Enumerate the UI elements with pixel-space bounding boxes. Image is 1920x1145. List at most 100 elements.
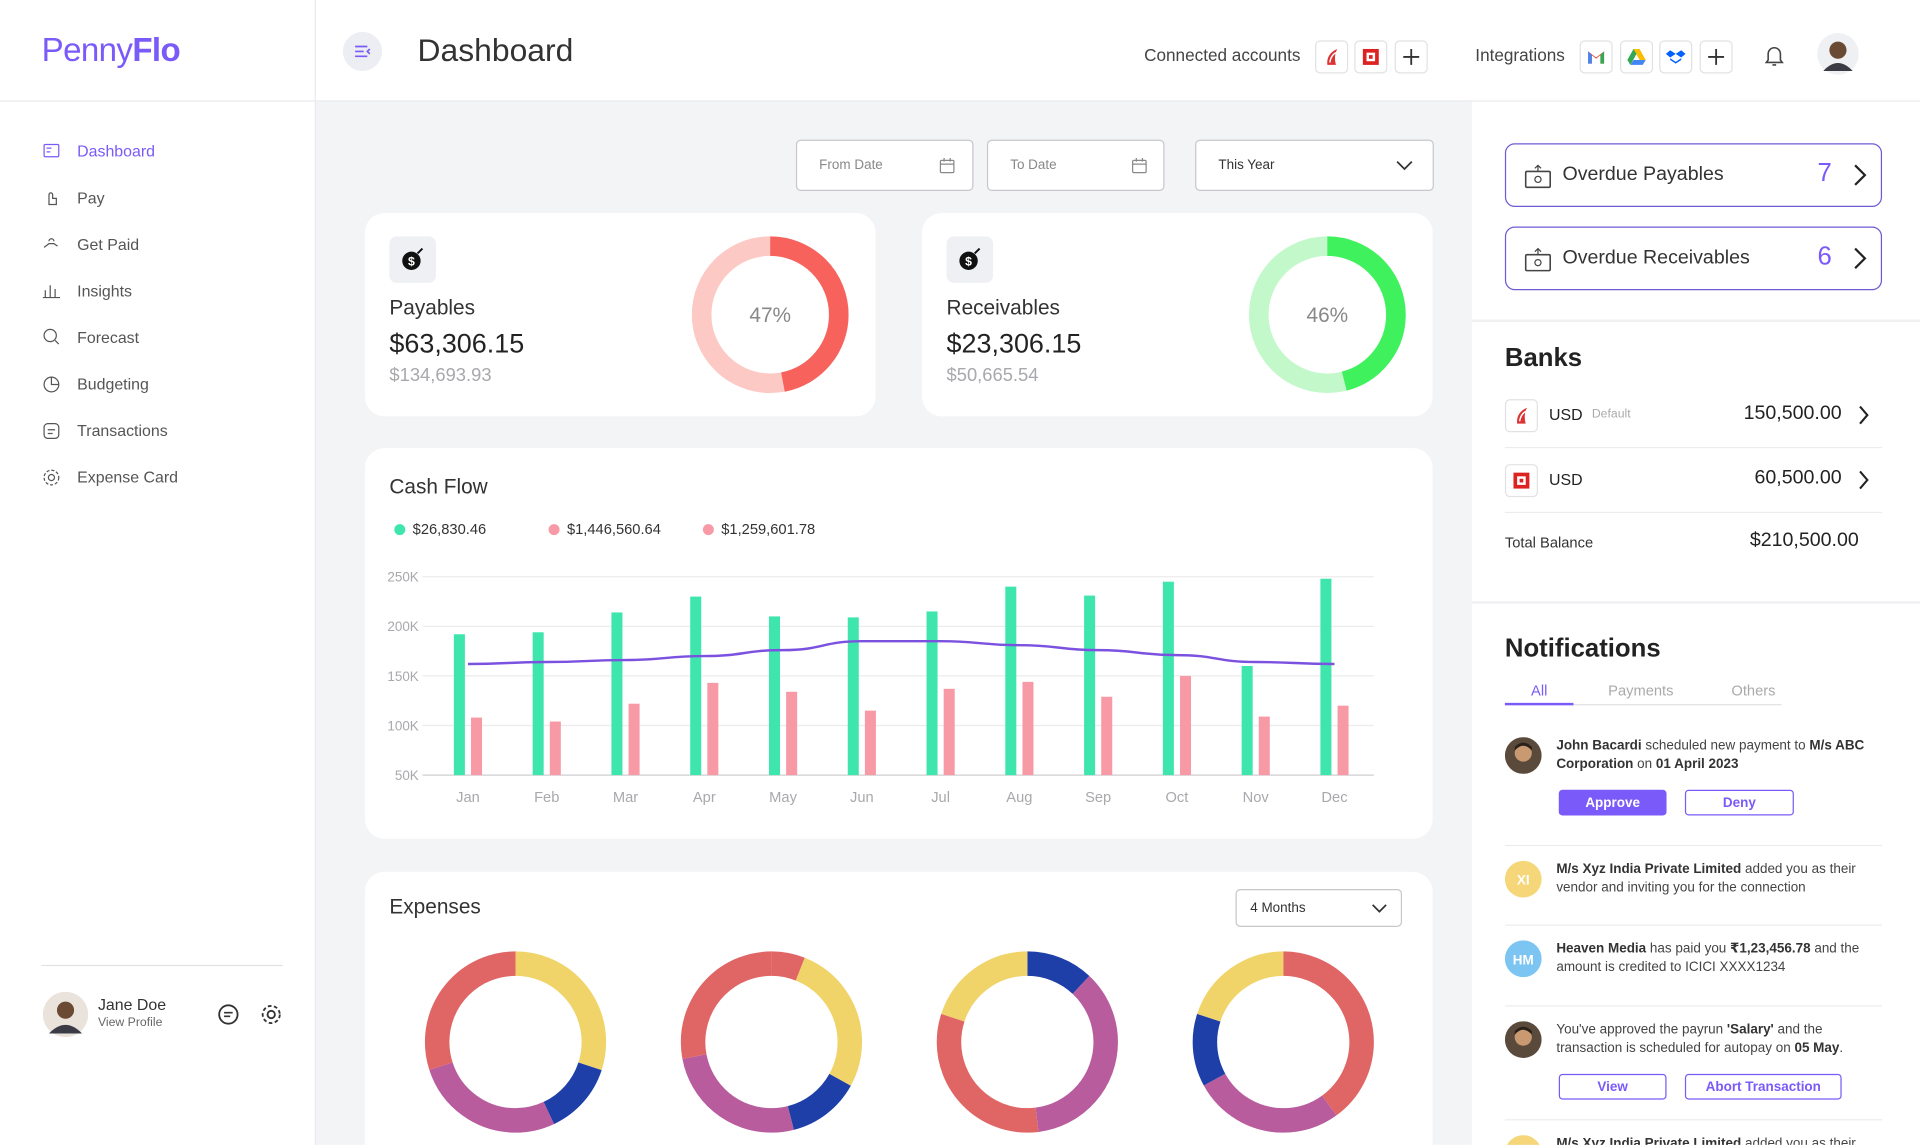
- text-segment: M/s Xyz India Private Limited: [1556, 862, 1742, 877]
- tab[interactable]: Payments: [1608, 682, 1674, 700]
- expenses-title: Expenses: [389, 895, 481, 919]
- divider: [0, 100, 315, 102]
- action-button[interactable]: View: [1558, 1073, 1667, 1100]
- notification-text: M/s Xyz India Private Limited added you …: [1556, 861, 1889, 898]
- overdue-label: Overdue Payables: [1562, 164, 1724, 185]
- svg-text:$: $: [408, 255, 415, 269]
- connected-label: Connected accounts: [1144, 45, 1301, 65]
- nav-item[interactable]: Budgeting: [42, 372, 149, 396]
- bank-balance: 60,500.00: [1754, 467, 1842, 489]
- x-tick-label: Feb: [534, 790, 559, 806]
- gmail-icon[interactable]: [1579, 40, 1613, 74]
- nav-icon: [43, 469, 60, 486]
- expenses-period[interactable]: 4 Months: [1235, 888, 1403, 927]
- nav-item[interactable]: Expense Card: [42, 465, 178, 489]
- nav-item[interactable]: Dashboard: [42, 138, 155, 162]
- donut-ring: [691, 236, 849, 394]
- row-separator: [1504, 1119, 1883, 1121]
- summary-amount: $23,306.15: [946, 328, 1082, 359]
- logo-part: Penny: [41, 31, 133, 69]
- nav-item[interactable]: Transactions: [42, 418, 168, 442]
- donut-label: 47%: [749, 304, 791, 327]
- text-segment: 01 April 2023: [1655, 756, 1739, 772]
- period-select[interactable]: This Year: [1195, 139, 1434, 192]
- donut-segment: [936, 951, 1118, 1133]
- x-tick-label: Mar: [613, 790, 638, 806]
- bank-icon[interactable]: [1315, 40, 1349, 74]
- avatar-bg: [1504, 940, 1542, 978]
- user-avatar[interactable]: [1817, 33, 1859, 75]
- donut-ring: [936, 951, 1118, 1133]
- topbar: Dashboard Connected accounts Integration…: [315, 0, 1920, 102]
- drive-icon[interactable]: [1620, 40, 1654, 74]
- summary-donut: 46%: [1248, 236, 1406, 394]
- notification-avatar: [1504, 737, 1542, 774]
- divider: [1471, 319, 1920, 323]
- bar: [943, 688, 955, 776]
- donut-segment: [680, 951, 863, 1133]
- notification-avatar: HM: [1504, 940, 1542, 978]
- logo[interactable]: PennyFlo: [41, 31, 181, 70]
- menu-button[interactable]: [342, 31, 383, 72]
- nav-label: Insights: [77, 281, 133, 300]
- tab[interactable]: Others: [1731, 682, 1776, 700]
- bell-icon[interactable]: [1763, 43, 1785, 67]
- avatar-initials: XI: [1517, 873, 1530, 888]
- nav-item[interactable]: Get Paid: [42, 232, 139, 256]
- donut-segment: [1248, 236, 1406, 394]
- bar: [1337, 705, 1349, 776]
- nav-icon: [43, 238, 58, 249]
- nav-icon: [43, 329, 60, 345]
- dropbox-icon[interactable]: [1659, 40, 1693, 74]
- overdue-card[interactable]: Overdue Receivables 6: [1504, 226, 1883, 291]
- nav-item[interactable]: Insights: [42, 278, 132, 302]
- bank-currency: USD: [1548, 470, 1583, 489]
- to-date[interactable]: To Date: [986, 139, 1165, 192]
- legend-item: $1,259,601.78: [702, 520, 815, 538]
- bank-icon[interactable]: [1354, 40, 1388, 74]
- from-date[interactable]: From Date: [795, 139, 974, 192]
- summary-amount: $63,306.15: [389, 328, 525, 359]
- text-segment: scheduled new payment to: [1641, 738, 1810, 754]
- money-icon: $: [959, 247, 981, 271]
- summary-card: $ Receivables $23,306.15 $50,665.54 46%: [922, 213, 1433, 417]
- chevron[interactable]: [1858, 470, 1870, 490]
- divider: [41, 964, 283, 967]
- y-tick-label: 200K: [387, 619, 418, 634]
- x-tick-label: May: [769, 790, 797, 806]
- line: [467, 639, 1335, 666]
- bar: [847, 617, 859, 776]
- avatar[interactable]: [42, 991, 89, 1038]
- profile-link[interactable]: View Profile: [97, 1016, 163, 1030]
- settings-icon[interactable]: [260, 1003, 283, 1026]
- text-segment: has paid you: [1646, 941, 1731, 957]
- add-integration[interactable]: [1699, 40, 1733, 74]
- legend-marker: [394, 523, 406, 535]
- summary-icon: $: [389, 236, 436, 283]
- nav-label: Transactions: [77, 421, 168, 440]
- chevron[interactable]: [1858, 405, 1870, 425]
- y-tick-label: 150K: [387, 669, 418, 684]
- bar: [768, 616, 781, 776]
- text-segment: John Bacardi: [1556, 738, 1642, 754]
- notification-avatar: XI: [1507, 1135, 1540, 1145]
- cash-flow-card: Cash Flow $26,830.46 $1,446,560.64 $1,259,…: [364, 448, 1433, 839]
- tab[interactable]: All: [1531, 682, 1548, 700]
- nav-item[interactable]: Pay: [42, 185, 105, 209]
- overdue-card[interactable]: Overdue Payables 7: [1504, 143, 1883, 207]
- to-date-label: To Date: [1010, 157, 1057, 173]
- expenses-card: Expenses 4 Months: [364, 871, 1433, 1145]
- legend-item: $1,446,560.64: [548, 520, 661, 538]
- add-account[interactable]: [1394, 40, 1428, 74]
- expense-donut: [424, 951, 607, 1133]
- svg-text:$: $: [965, 255, 972, 269]
- nav-item[interactable]: Forecast: [42, 325, 139, 349]
- overdue-icon: [1524, 247, 1552, 272]
- action-button[interactable]: Deny: [1684, 789, 1794, 816]
- chat-icon[interactable]: [217, 1003, 240, 1026]
- text-segment: and the transaction is scheduled for aut…: [1556, 1022, 1823, 1056]
- action-button[interactable]: Approve: [1558, 789, 1667, 816]
- action-button[interactable]: Abort Transaction: [1684, 1073, 1842, 1100]
- bank-currency: USD: [1548, 405, 1583, 424]
- bar: [1084, 595, 1096, 776]
